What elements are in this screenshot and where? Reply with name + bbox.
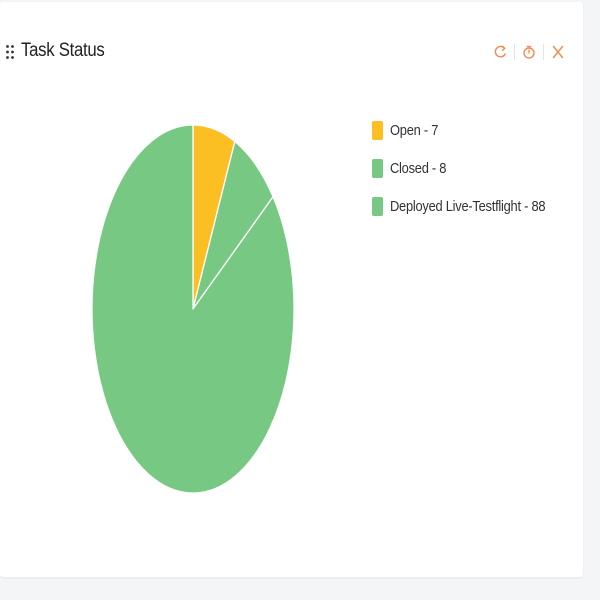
tool-divider [543, 44, 544, 60]
legend-label: Deployed Live-Testflight - 88 [390, 197, 546, 215]
widget-header: Task Status [0, 34, 583, 70]
legend-label: Closed - 8 [390, 159, 447, 177]
legend-swatch [372, 196, 383, 216]
widget-tools [491, 40, 567, 64]
legend-swatch [372, 120, 383, 140]
legend-item[interactable]: Deployed Live-Testflight - 88 [372, 196, 577, 216]
legend-label: Open - 7 [390, 121, 439, 139]
timer-button[interactable] [520, 41, 538, 63]
pie-chart [91, 124, 295, 494]
tool-divider [514, 44, 515, 60]
refresh-button[interactable] [491, 41, 509, 63]
close-icon [552, 45, 564, 59]
refresh-icon [494, 45, 506, 58]
drag-handle-icon[interactable] [5, 44, 15, 60]
pie-slice-deployed-live-testflight[interactable] [91, 124, 295, 494]
legend-item[interactable]: Closed - 8 [372, 158, 577, 178]
legend-swatch [372, 158, 383, 178]
timer-icon [523, 45, 535, 59]
widget-title: Task Status [21, 40, 105, 61]
chart-legend: Open - 7 Closed - 8 Deployed Live-Testflig… [372, 120, 577, 234]
legend-item[interactable]: Open - 7 [372, 120, 577, 140]
task-status-widget: Task Status [0, 2, 583, 577]
close-button[interactable] [549, 41, 567, 63]
